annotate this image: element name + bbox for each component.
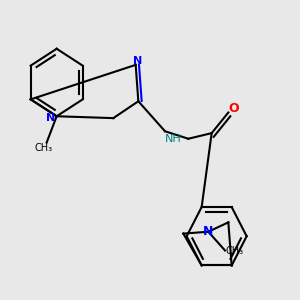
Text: N: N [46, 113, 55, 123]
Text: NH: NH [165, 134, 182, 145]
Text: CH₃: CH₃ [34, 143, 52, 153]
Text: O: O [228, 102, 238, 115]
Text: N: N [203, 225, 214, 238]
Text: CH₃: CH₃ [226, 246, 244, 256]
Text: N: N [133, 56, 142, 66]
